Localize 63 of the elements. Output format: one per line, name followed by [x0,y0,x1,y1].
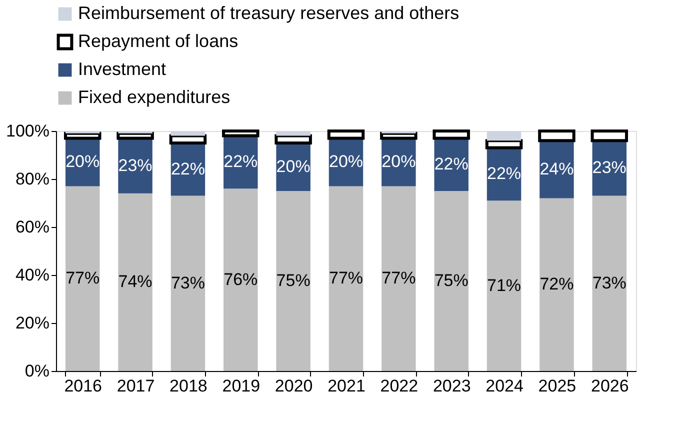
data-label: 75% [276,271,310,290]
x-tick-label: 2018 [170,376,208,396]
data-label: 20% [66,152,100,172]
x-tick-label: 2025 [538,376,576,396]
y-tick-label: 60% [15,218,50,236]
bar [434,191,468,371]
x-tick-label: 2022 [380,376,418,396]
bar [170,196,206,371]
data-label: 20% [276,157,310,176]
bar [592,196,627,371]
bar [170,131,206,136]
data-label: 22% [487,164,522,184]
y-tick-label: 20% [15,314,50,332]
y-tick-label: 40% [15,266,50,284]
y-tick-label: 0% [24,362,50,380]
bar [118,193,152,371]
data-label: 22% [224,152,258,172]
data-label: 22% [170,159,205,178]
bar [276,191,310,371]
x-tick-label: 2019 [222,376,260,396]
bar [540,198,574,371]
bar [276,131,310,136]
x-tick-label: 2026 [590,376,629,396]
bar [382,186,416,371]
legend-label: Reimbursement of treasury reserves and others [78,3,460,23]
bar [222,130,260,138]
data-label: 23% [118,156,152,175]
data-label: 20% [382,152,416,172]
data-label: 77% [382,268,416,288]
data-label: 77% [66,268,100,288]
data-label: 73% [170,273,205,292]
bar [486,200,522,371]
data-label: 77% [328,268,364,288]
data-label: 20% [328,152,364,172]
bar [432,130,470,140]
bar [65,186,100,371]
x-tick-label: 2023 [432,376,471,396]
legend-label: Fixed expenditures [78,87,230,107]
bar [224,188,258,371]
bar [327,130,365,140]
data-label: 24% [540,159,574,178]
legend-label: Investment [78,59,166,79]
x-tick-label: 2017 [116,376,155,396]
bar [538,130,576,142]
data-label: 73% [592,273,626,292]
x-tick-label: 2016 [64,376,102,396]
legend-label: Repayment of loans [78,31,238,51]
data-label: 23% [592,158,626,178]
y-tick-label: 80% [15,170,50,188]
x-tick-label: 2024 [486,376,524,396]
bar [590,130,628,142]
x-tick-label: 2021 [328,376,366,396]
bar [485,139,523,150]
data-label: 76% [224,270,258,289]
x-tick-label: 2020 [274,376,313,396]
data-label: 74% [118,272,152,292]
data-label: 75% [434,271,468,290]
bar [328,186,364,371]
y-tick-label: 100% [6,122,50,140]
bar [486,131,522,141]
data-label: 22% [434,154,468,174]
data-label: 72% [540,274,574,294]
data-label: 71% [487,276,522,295]
